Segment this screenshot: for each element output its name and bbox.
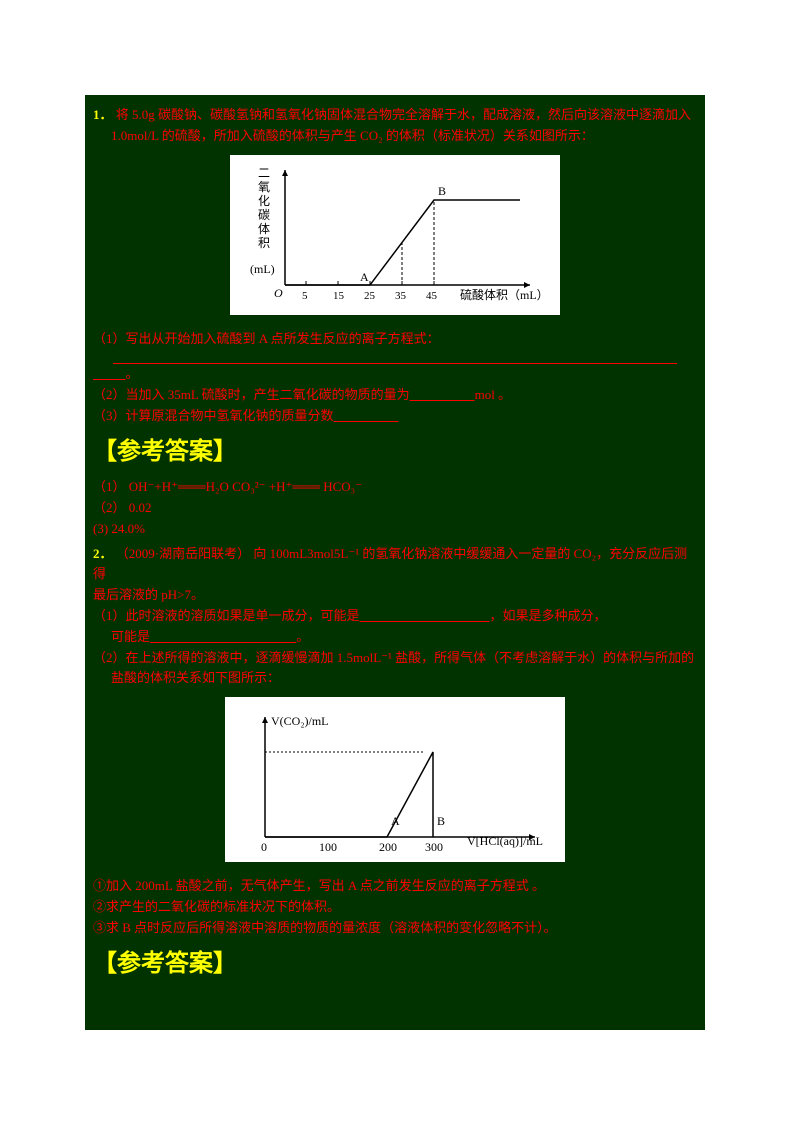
q2-sub3: ③求 B 点时反应后所得溶液中溶质的物质的量浓度（溶液体积的变化忽略不计）。	[93, 918, 697, 939]
q2-ylabel: V(CO₂)/mL	[271, 714, 329, 728]
q1-part1: （1）写出从开始加入硫酸到 A 点所发生反应的离子方程式：	[93, 329, 697, 350]
q2-pb: B	[437, 814, 445, 828]
q2-sub2: ②求产生的二氧化碳的标准状况下的体积。	[93, 897, 697, 918]
q1-chart: 二 氧 化 碳 体 积 (mL) O 5 15 25 35 45	[230, 155, 560, 315]
q2-number: 2．	[93, 546, 113, 561]
q1-number: 1．	[93, 107, 113, 122]
blank-short-1	[93, 366, 126, 381]
svg-text:O: O	[274, 286, 283, 300]
question-1: 1． 将 5.0g 碳酸钠、碳酸氢钠和氢氧化钠固体混合物完全溶解于水，配成溶液，…	[93, 105, 697, 147]
q2-xt0: 0	[261, 840, 267, 854]
q2-pa: A	[391, 814, 400, 828]
ylabel-2: 氧	[258, 180, 270, 194]
q1-ans3: (3) 24.0%	[93, 519, 697, 540]
xlabel: 硫酸体积（mL）	[460, 287, 549, 302]
q2-part1-line1: （1）此时溶液的溶质如果是单一成分，可能是 ，如果是多种成分，	[93, 606, 697, 627]
ylabel-6: 积	[258, 236, 270, 250]
q2-stem2: 最后溶液的 pH>7。	[93, 585, 697, 606]
ylabel-3: 化	[258, 194, 270, 208]
q2-xt2: 200	[379, 840, 397, 854]
q2-chart: V(CO₂)/mL 0 100 200 300 A B V[HCl(aq)]/m…	[225, 697, 565, 862]
q2-sub1: ①加入 200mL 盐酸之前，无气体产生，写出 A 点之前发生反应的离子方程式 …	[93, 876, 697, 897]
yunit: (mL)	[250, 262, 275, 276]
q2-part2-b: 盐酸的体积关系如下图所示：	[93, 668, 697, 689]
q2-part2-a: （2）在上述所得的溶液中，逐滴缓慢滴加 1.5molL⁻¹ 盐酸，所得气体（不考…	[93, 648, 697, 669]
q2-xlabel: V[HCl(aq)]/mL	[467, 834, 543, 848]
q2-xt3: 300	[425, 840, 443, 854]
q1-ans2: （2） 0.02	[93, 498, 697, 519]
pa: A	[360, 270, 369, 284]
answer-header-1: 【参考答案】	[93, 433, 697, 471]
ylabel-4: 碳	[258, 208, 270, 222]
q1-part3: （3）计算原混合物中氢氧化钠的质量分数	[93, 406, 697, 427]
pb: B	[438, 184, 446, 198]
q2-part1-line2: 可能是 。	[93, 627, 697, 648]
xt3: 25	[364, 290, 376, 302]
ylabel-1: 二	[258, 166, 270, 180]
blank-line-1	[113, 349, 677, 364]
q1-stem-line2: 1.0mol/L 的硫酸，所加入硫酸的体积与产生 CO₂ 的体积（标准状况）关系…	[93, 126, 697, 147]
q1-p1-trail: 。	[126, 366, 139, 381]
xt5: 45	[426, 290, 438, 302]
q2-xt1: 100	[319, 840, 337, 854]
answer-header-2: 【参考答案】	[93, 945, 697, 983]
ylabel-5: 体	[258, 222, 270, 236]
xt2: 15	[333, 290, 345, 302]
q1-ans1: （1） OH⁻+H⁺═══H₂O CO₃²⁻ +H⁺═══ HCO₃⁻	[93, 477, 697, 498]
question-2: 2． （2009·湖南岳阳联考） 向 100mL3mol5L⁻¹ 的氢氧化钠溶液…	[93, 544, 697, 586]
q1-part2: （2）当加入 35mL 硫酸时，产生二氧化碳的物质的量为 mol 。	[93, 385, 697, 406]
q1-stem-line1: 将 5.0g 碳酸钠、碳酸氢钠和氢氧化钠固体混合物完全溶解于水，配成溶液，然后向…	[116, 107, 691, 122]
xt4: 35	[395, 290, 407, 302]
xt1: 5	[302, 290, 308, 302]
q2-source: （2009·湖南岳阳联考）	[116, 546, 250, 561]
